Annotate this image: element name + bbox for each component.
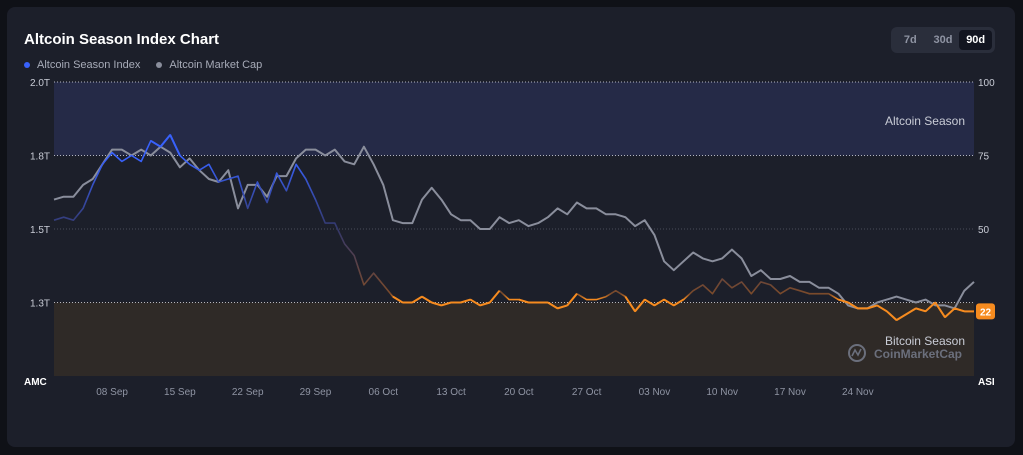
watermark: CoinMarketCap — [848, 344, 962, 362]
current-index-badge: 22 — [976, 303, 995, 320]
x-tick-label: 22 Sep — [232, 387, 264, 398]
range-30d-button[interactable]: 30d — [933, 34, 953, 46]
legend: Altcoin Season Index Altcoin Market Cap — [24, 59, 262, 71]
right-tick-label: 75 — [978, 152, 990, 163]
right-tick-label: 50 — [978, 225, 990, 236]
gray-dot-icon — [156, 62, 163, 68]
logo-wave-mark — [851, 348, 862, 357]
chart-title: Altcoin Season Index Chart — [24, 31, 220, 48]
series-line-altcoin-season-index — [53, 134, 974, 321]
altcoin-season-label: Altcoin Season — [885, 114, 965, 128]
coinmarketcap-logo-icon — [848, 344, 866, 362]
watermark-text: CoinMarketCap — [874, 347, 962, 361]
x-tick-label: 20 Oct — [504, 387, 534, 398]
legend-label: Altcoin Season Index — [37, 59, 141, 71]
bitcoin-season-zone — [54, 302, 974, 376]
legend-label: Altcoin Market Cap — [169, 59, 263, 71]
series-line-altcoin-season-index-highlight — [150, 134, 181, 156]
altcoin-season-zone — [54, 82, 974, 156]
right-axis-label: ASI — [978, 377, 995, 388]
x-tick-label: 08 Sep — [96, 387, 128, 398]
legend-item-altcoin-season-index[interactable]: Altcoin Season Index — [24, 59, 140, 71]
x-tick-label: 24 Nov — [842, 387, 874, 398]
x-tick-label: 10 Nov — [706, 387, 738, 398]
time-range-selector: 7d 30d 90d — [891, 27, 995, 53]
range-7d-button[interactable]: 7d — [903, 34, 917, 46]
series-line-altcoin-season-index-bitcoin-zone — [392, 290, 974, 321]
x-tick-label: 29 Sep — [300, 387, 332, 398]
x-tick-label: 27 Oct — [572, 387, 602, 398]
legend-item-altcoin-market-cap[interactable]: Altcoin Market Cap — [156, 59, 262, 71]
left-tick-label: 1.3T — [30, 299, 50, 310]
bitcoin-season-label: Bitcoin Season — [885, 334, 965, 348]
left-tick-label: 1.5T — [30, 225, 50, 236]
right-tick-label: 100 — [978, 78, 995, 89]
range-90d-button[interactable]: 90d — [959, 30, 993, 50]
left-axis-label: AMC — [24, 377, 47, 388]
series-line-altcoin-market-cap — [53, 145, 975, 310]
left-tick-label: 2.0T — [30, 78, 50, 89]
x-tick-label: 06 Oct — [369, 387, 399, 398]
x-tick-label: 03 Nov — [639, 387, 671, 398]
x-tick-label: 15 Sep — [164, 387, 196, 398]
x-tick-label: 17 Nov — [774, 387, 806, 398]
left-tick-label: 1.8T — [30, 152, 50, 163]
current-index-value: 22 — [980, 307, 992, 318]
blue-dot-icon — [24, 62, 30, 68]
x-tick-label: 13 Oct — [436, 387, 466, 398]
